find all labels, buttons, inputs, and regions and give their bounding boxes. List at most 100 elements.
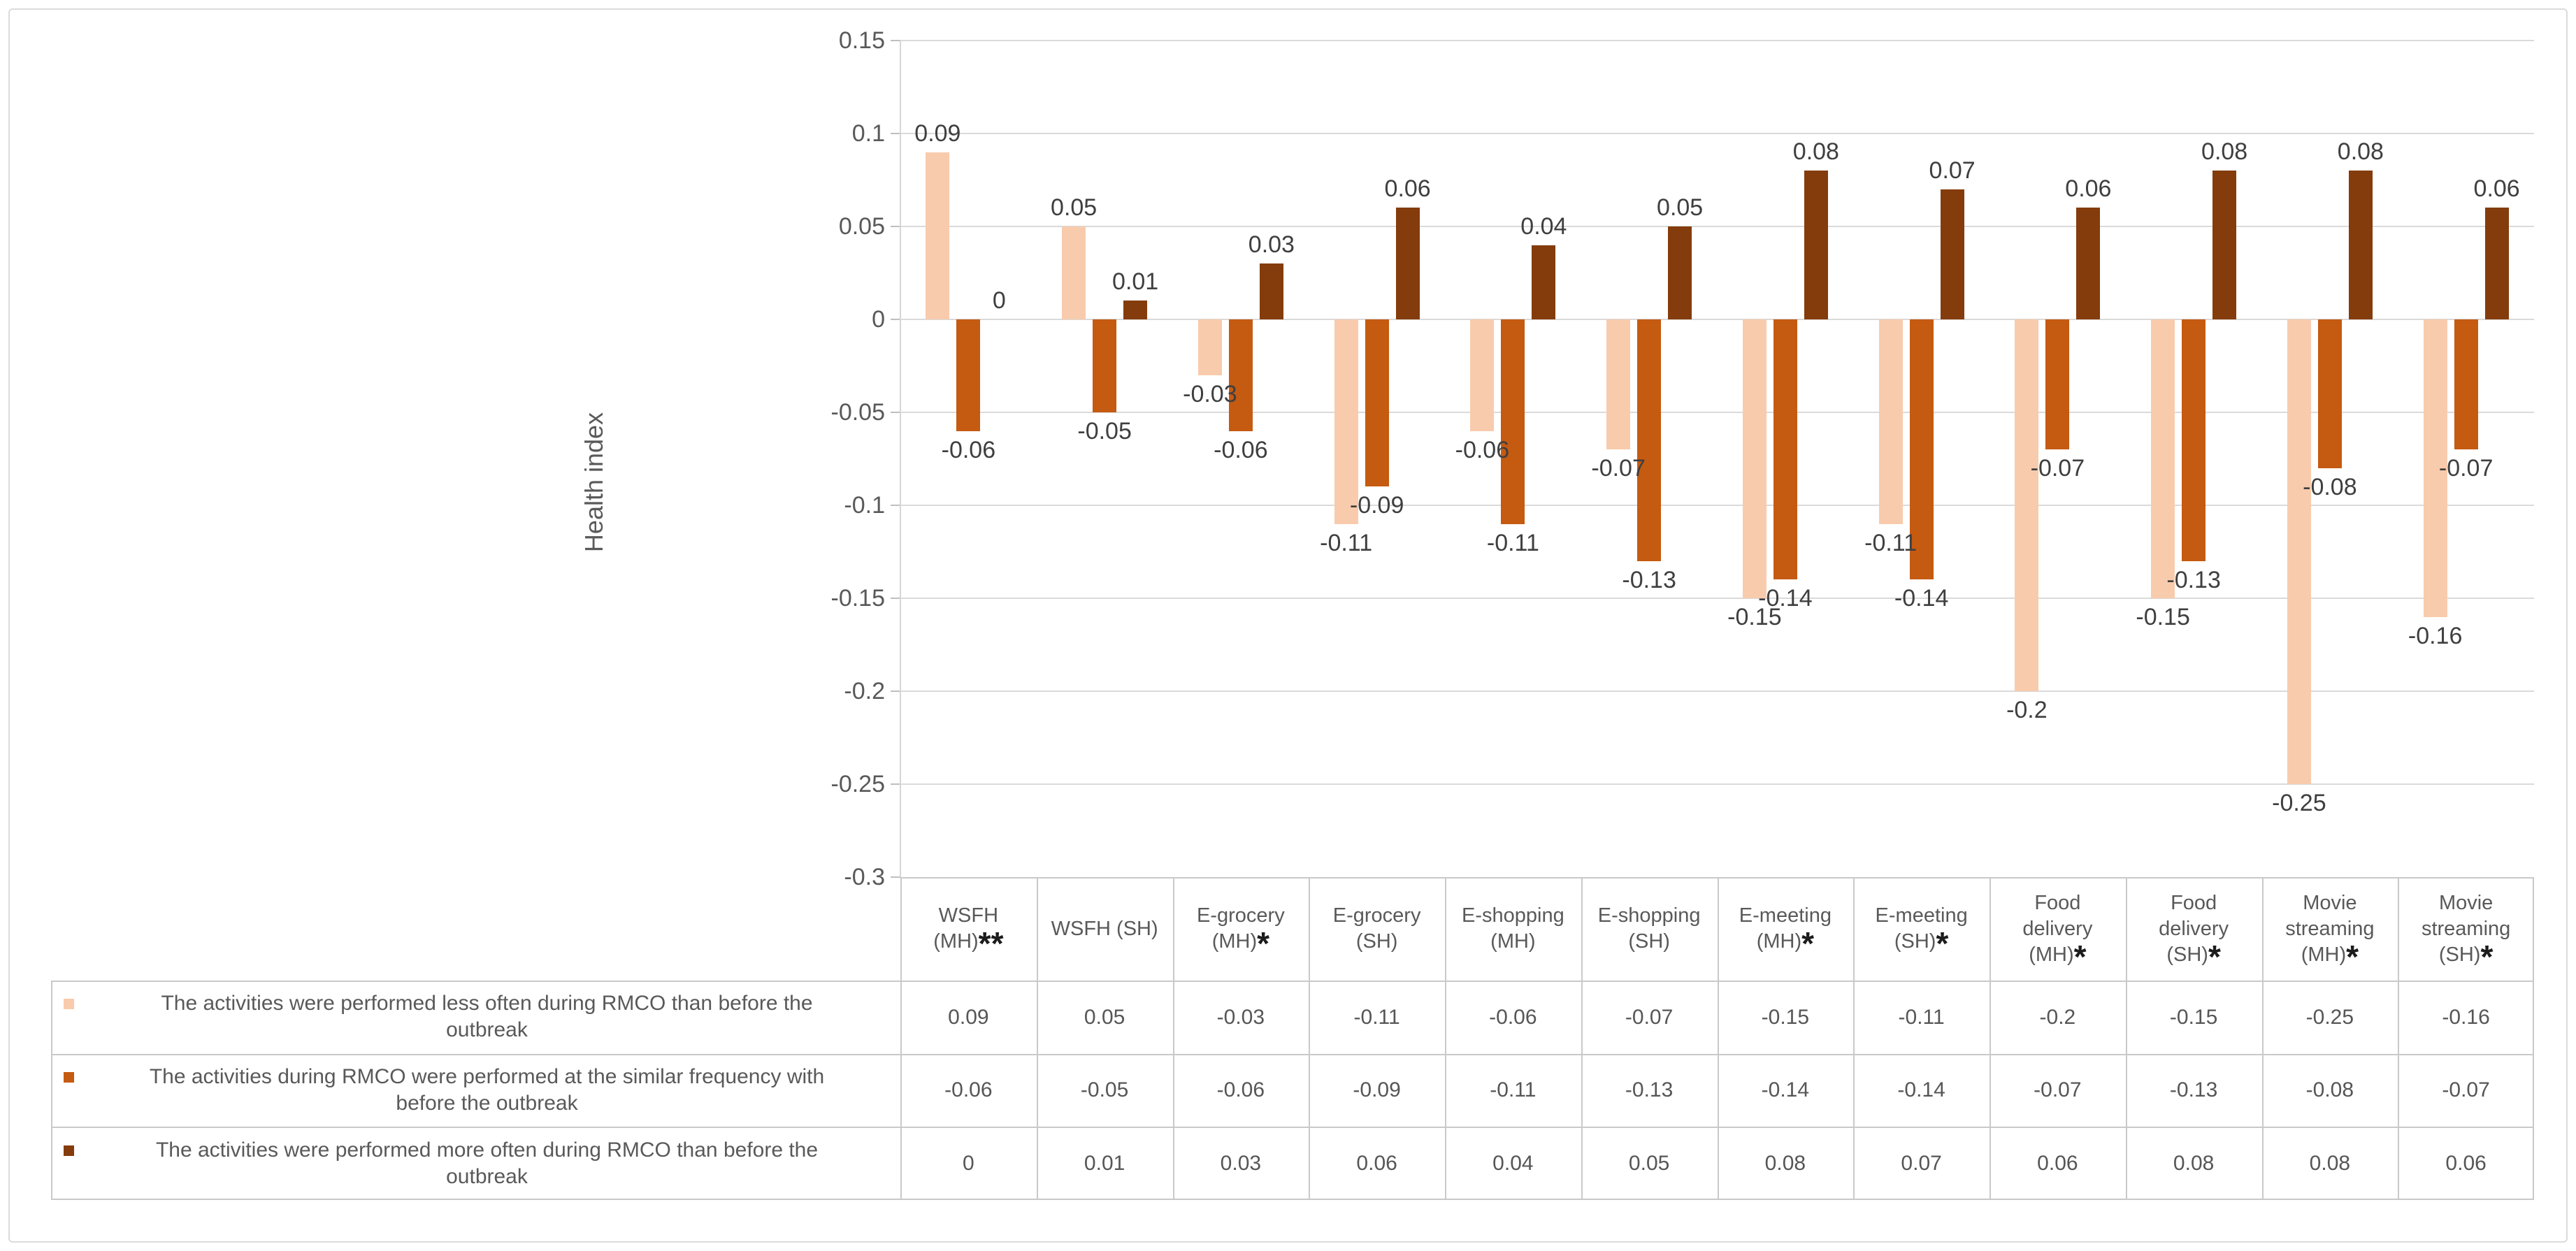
table-border xyxy=(51,1053,2534,1055)
significance-stars: * xyxy=(1801,925,1815,962)
bar xyxy=(1365,319,1389,487)
bar-value-label: -0.11 xyxy=(1320,529,1373,556)
bar-value-label: -0.13 xyxy=(1622,566,1676,593)
bar-value-label: -0.06 xyxy=(1455,436,1510,463)
bar-value-label: -0.05 xyxy=(1077,418,1132,444)
category-label: Food delivery (MH)* xyxy=(2022,891,2093,975)
y-tick xyxy=(891,505,900,506)
table-header-cell: E-meeting (MH)* xyxy=(1718,877,1854,981)
bar xyxy=(2484,208,2509,319)
category-label: E-meeting (SH)* xyxy=(1875,904,1968,962)
bar-value-label: 0.09 xyxy=(914,120,961,147)
table-border xyxy=(900,877,902,1200)
value-cell: 0.06 xyxy=(2445,1152,2487,1176)
category-label: Movie streaming (SH)* xyxy=(2421,891,2511,975)
bar xyxy=(1334,319,1358,524)
y-tick-label: -0.2 xyxy=(844,678,885,704)
category-label: E-meeting (MH)* xyxy=(1739,904,1832,962)
value-cell: -0.15 xyxy=(2169,1005,2218,1029)
value-cell: -0.16 xyxy=(2442,1005,2490,1029)
significance-stars: * xyxy=(2073,938,2087,975)
legend-series-name: The activities were performed more often… xyxy=(155,1138,819,1188)
table-border xyxy=(1172,877,1174,1200)
value-cell: 0.04 xyxy=(1492,1152,1534,1176)
value-cell: 0.05 xyxy=(1628,1152,1670,1176)
bar-value-label: -0.06 xyxy=(1214,436,1268,463)
y-gridline xyxy=(900,598,2534,599)
bar xyxy=(1804,171,1828,319)
table-header-cell: E-grocery (SH) xyxy=(1309,877,1445,981)
y-gridline xyxy=(900,226,2534,227)
bar xyxy=(1062,226,1086,319)
bar-value-label: -0.15 xyxy=(1727,604,1782,630)
bar-value-label: -0.06 xyxy=(941,436,996,463)
table-border xyxy=(1853,877,1855,1200)
category-label: WSFH (SH) xyxy=(1051,917,1158,940)
bar xyxy=(1093,319,1117,412)
significance-stars: * xyxy=(1936,925,1949,962)
bar xyxy=(1501,319,1525,524)
bar-value-label: -0.16 xyxy=(2408,622,2463,649)
bar-value-label: 0.08 xyxy=(2201,138,2248,166)
bar-value-label: -0.25 xyxy=(2272,790,2326,816)
bar xyxy=(1878,319,1903,524)
value-cell: -0.11 xyxy=(1353,1005,1400,1029)
bar xyxy=(2454,319,2478,450)
y-gridline xyxy=(900,783,2534,785)
value-cell: -0.13 xyxy=(2169,1078,2218,1102)
bar-value-label: 0.01 xyxy=(1112,268,1159,296)
y-tick xyxy=(891,783,900,785)
table-border xyxy=(1309,877,1311,1200)
bar-value-label: 0 xyxy=(992,287,1006,314)
category-label: E-grocery (SH) xyxy=(1332,904,1421,953)
value-cell: -0.06 xyxy=(1216,1078,1265,1102)
y-tick-label: 0 xyxy=(872,306,885,333)
y-tick xyxy=(891,598,900,599)
y-tick-label: 0.15 xyxy=(838,27,885,54)
table-border xyxy=(51,981,2534,982)
bar xyxy=(1395,208,1420,319)
table-border xyxy=(1581,877,1583,1200)
table-header-cell: Movie streaming (MH)* xyxy=(2262,877,2398,981)
bar-value-label: -0.07 xyxy=(1591,455,1646,482)
value-cell: 0.03 xyxy=(1220,1152,1262,1176)
value-cell: -0.14 xyxy=(1897,1078,1945,1102)
bar xyxy=(1259,263,1283,319)
table-header-cell: E-grocery (MH)* xyxy=(1173,877,1309,981)
bar xyxy=(2076,208,2101,319)
value-cell: 0 xyxy=(963,1152,974,1176)
y-tick xyxy=(891,690,900,692)
y-tick xyxy=(891,319,900,320)
bar xyxy=(1742,319,1766,598)
value-cell: -0.07 xyxy=(2442,1078,2490,1102)
bar-value-label: -0.09 xyxy=(1349,492,1404,519)
y-gridline xyxy=(900,412,2534,413)
bar-value-label: -0.14 xyxy=(1894,585,1949,612)
value-cell: 0.07 xyxy=(1901,1152,1942,1176)
bar-value-label: -0.11 xyxy=(1486,529,1539,556)
bar-value-label: -0.2 xyxy=(2006,697,2048,723)
significance-stars: * xyxy=(1257,925,1270,962)
table-header-cell: E-shopping (MH) xyxy=(1445,877,1581,981)
bar-value-label: 0.05 xyxy=(1657,194,1704,221)
bar xyxy=(1909,319,1934,580)
bar xyxy=(1606,319,1631,450)
value-cell: -0.06 xyxy=(1489,1005,1537,1029)
value-cell: -0.06 xyxy=(944,1078,993,1102)
table-header-cell: Food delivery (SH)* xyxy=(2126,877,2262,981)
bar-value-label: -0.07 xyxy=(2438,455,2494,482)
bar-value-label: -0.07 xyxy=(2030,455,2085,482)
value-cell: -0.2 xyxy=(2039,1005,2076,1029)
table-border xyxy=(2125,877,2127,1200)
value-cell: 0.08 xyxy=(2309,1152,2351,1176)
y-tick xyxy=(891,876,900,878)
bar xyxy=(2212,171,2237,319)
legend-series-name: The activities during RMCO were performe… xyxy=(149,1064,825,1115)
table-border xyxy=(2398,877,2400,1200)
bar-value-label: 0.07 xyxy=(1929,157,1976,184)
y-tick xyxy=(891,412,900,413)
legend-cell: The activities were performed more often… xyxy=(51,1127,900,1200)
bar-value-label: 0.08 xyxy=(2337,138,2384,166)
table-border xyxy=(51,1199,2534,1200)
bar-value-label: -0.11 xyxy=(1864,529,1917,556)
